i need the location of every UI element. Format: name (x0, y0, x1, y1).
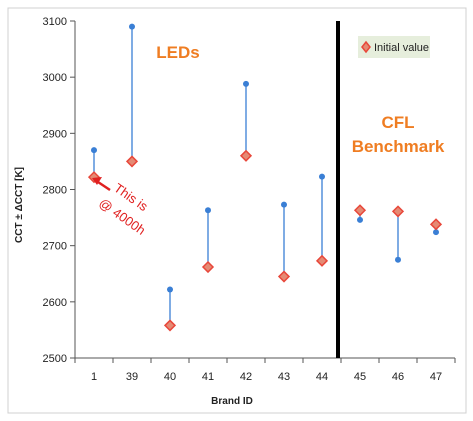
x-tick-label: 44 (316, 371, 328, 383)
later-value-point (243, 80, 249, 87)
x-tick-label: 45 (354, 371, 366, 383)
later-value-point (129, 23, 135, 30)
initial-value-point (125, 155, 139, 168)
later-value-point (281, 201, 287, 208)
x-tick-label: 40 (164, 371, 176, 383)
later-value-point (319, 173, 325, 180)
later-value-point (357, 216, 363, 223)
initial-value-point (239, 149, 253, 162)
chart-frame (7, 7, 467, 414)
x-tick-label: 42 (240, 371, 252, 383)
y-tick-label: 3000 (43, 72, 67, 84)
initial-value-point (429, 218, 443, 231)
cfl-region-label-line2: Benchmark (352, 137, 445, 156)
initial-value-point (277, 270, 291, 283)
y-axis-title: CCT ± ΔCCT [K] (14, 167, 25, 243)
later-value-point (205, 207, 211, 214)
later-value-point (395, 256, 401, 263)
x-tick-label: 46 (392, 371, 404, 383)
later-value-point (91, 147, 97, 154)
x-tick-label: 47 (430, 371, 442, 383)
initial-value-point (163, 319, 177, 332)
x-tick-label: 41 (202, 371, 214, 383)
note-arrowhead (92, 177, 102, 185)
y-tick-label: 2600 (43, 297, 67, 309)
later-value-point (433, 229, 439, 236)
y-tick-label: 3100 (43, 16, 67, 28)
plot-layer: 2500 2600 2700 2800 2900 3000 3100 1 39 40 41 42 43 4… (7, 7, 467, 414)
y-tick-label: 2500 (43, 353, 67, 365)
legend-diamond-marker (361, 40, 371, 54)
initial-value-point (315, 254, 329, 267)
cfl-region-label-line1: CFL (381, 113, 414, 132)
y-tick-label: 2800 (43, 185, 67, 197)
y-tick-label: 2700 (43, 241, 67, 253)
y-tick-label: 2900 (43, 128, 67, 140)
legend: Initial value (358, 36, 430, 58)
x-axis-title: Brand ID (211, 396, 253, 407)
legend-box (358, 36, 430, 58)
legend-label: Initial value (374, 42, 429, 54)
later-value-point (167, 286, 173, 293)
x-tick-label: 43 (278, 371, 290, 383)
initial-value-point (391, 205, 405, 218)
leds-region-label: LEDs (156, 43, 199, 62)
initial-value-point (353, 204, 367, 217)
initial-value-point (201, 260, 215, 274)
x-tick-label: 39 (126, 371, 138, 383)
x-tick-label: 1 (91, 371, 97, 383)
